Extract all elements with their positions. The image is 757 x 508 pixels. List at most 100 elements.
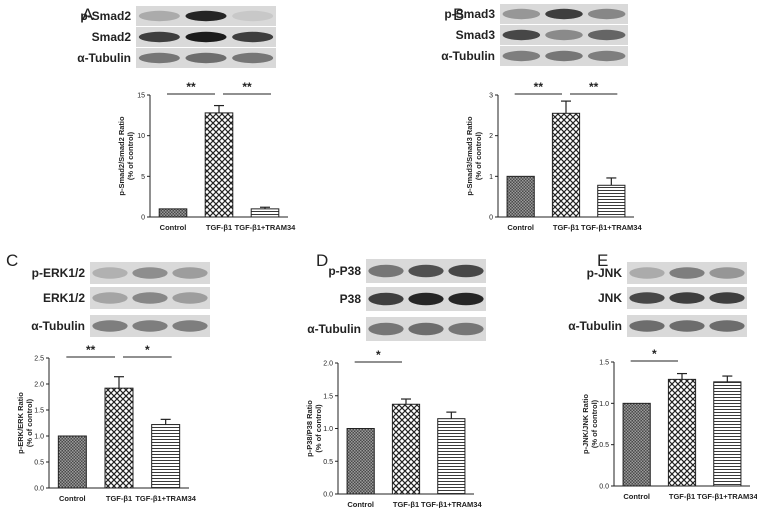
bar [250,208,280,218]
blot-band [408,292,444,306]
blot-band [669,320,705,332]
y-tick-label: 2 [489,133,493,140]
bar [713,381,742,487]
y-tick-label: 15 [137,93,145,100]
bar [158,208,188,218]
x-tick-label: TGF-β1 [106,494,132,503]
blot-band [408,264,444,278]
bar [667,378,697,487]
blot-band [172,320,208,332]
blot-label: Smad2 [92,30,132,44]
bar [437,418,466,495]
y-axis-label-line: p-ERK/ERK Ratio [16,392,25,454]
x-tick-label: Control [347,500,374,508]
x-tick-label: Control [507,223,534,232]
blot-band [709,292,745,304]
y-tick-label: 2.0 [323,361,333,368]
bar [597,184,626,218]
y-tick-label: 0 [141,215,145,222]
panel-a: Ap-Smad2 Smad2 α-Tubulin 0 5 10 15 Control TGF-β… [77,5,296,232]
y-tick-label: 1.5 [34,408,44,415]
y-axis-label-line: (% of control) [126,131,135,180]
blot-band [629,292,665,304]
y-tick-label: 0.5 [599,442,609,449]
panel-letter: E [597,251,608,270]
y-tick-label: 5 [141,174,145,181]
blot-band [132,267,168,279]
blot-band [232,31,274,43]
panel-letter: B [453,5,464,24]
blot-label: α-Tubulin [77,51,131,65]
blot-band [92,320,128,332]
blot-band [185,31,227,43]
panel-letter: D [316,251,328,270]
blot-label: α-Tubulin [568,319,622,333]
y-tick-label: 0.0 [34,486,44,493]
blot-label: p-JNK [587,266,623,280]
blot-band [132,320,168,332]
panel-c: Cp-ERK1/2 ERK1/2 α-Tubulin 0.0 0.5 1.0 1.5 2.0 2… [6,251,210,503]
x-tick-label: TGF-β1+TRAM34 [697,492,757,501]
blot-band [138,31,180,43]
blot-band [368,322,404,336]
blot-band [709,320,745,332]
bar [104,387,134,489]
blot-band [545,50,583,62]
y-axis-label-line: p-P38/P38 Ratio [305,400,314,457]
y-tick-label: 2.0 [34,382,44,389]
blot-band [587,50,626,62]
blot-band [502,8,541,20]
y-axis-label-line: (% of control) [25,398,34,447]
y-axis-label-line: p-JNK/JNK Ratio [581,394,590,454]
y-axis-label: p-Smad2/Smad2 Ratio(% of control) [117,116,135,196]
blot-band [138,52,180,64]
blot-band [502,50,541,62]
significance-label: ** [186,80,196,94]
y-axis-label-line: p-Smad2/Smad2 Ratio [117,116,126,196]
panel-letter: C [6,251,18,270]
x-tick-label: TGF-β1 [669,492,695,501]
y-axis-label-line: (% of control) [590,399,599,448]
y-axis-label: p-ERK/ERK Ratio(% of control) [16,392,34,454]
blot-band [629,267,665,279]
blot-band [172,292,208,304]
blot-band [185,52,227,64]
bar [151,424,181,489]
x-tick-label: TGF-β1 [206,223,232,232]
blot-label: p-Smad3 [444,7,495,21]
x-tick-label: TGF-β1+TRAM34 [421,500,482,508]
x-tick-label: TGF-β1+TRAM34 [581,223,642,232]
x-tick-label: TGF-β1+TRAM34 [135,494,196,503]
blot-band [448,292,484,306]
y-tick-label: 10 [137,133,145,140]
blot-band [232,52,274,64]
y-tick-label: 1 [489,174,493,181]
x-tick-label: TGF-β1 [553,223,579,232]
blot-band [669,267,705,279]
blot-band [132,292,168,304]
y-tick-label: 0.0 [599,484,609,491]
blot-label: p-Smad2 [80,9,131,23]
significance-label: * [376,348,381,362]
y-tick-label: 1.5 [599,360,609,367]
y-tick-label: 0.5 [34,460,44,467]
significance-label: * [652,347,657,361]
y-axis-label: p-P38/P38 Ratio(% of control) [305,400,323,457]
y-axis-label: p-JNK/JNK Ratio(% of control) [581,394,599,454]
bar [551,112,581,218]
y-tick-label: 1.0 [599,401,609,408]
y-tick-label: 3 [489,93,493,100]
blot-band [368,264,404,278]
bar [204,112,234,218]
x-tick-label: Control [160,223,187,232]
blot-band [587,29,626,41]
blot-band [545,8,583,20]
blot-band [502,29,541,41]
blot-band [232,10,274,22]
blot-label: p-ERK1/2 [32,266,86,280]
x-tick-label: TGF-β1 [393,500,419,508]
blot-label: α-Tubulin [31,319,85,333]
bar [346,428,375,495]
blot-band [368,292,404,306]
